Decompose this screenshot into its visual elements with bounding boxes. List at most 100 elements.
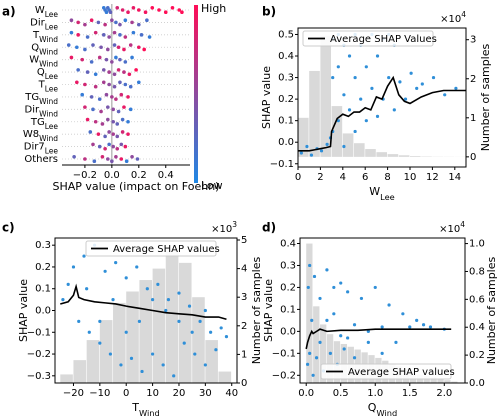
y2-tick-label: 0.2 [469, 350, 485, 361]
shap-dot [139, 33, 144, 37]
y-tick-label: 0.3 [278, 73, 294, 84]
scatter-point [346, 336, 350, 340]
histogram-bar [99, 320, 113, 383]
scatter-point [387, 303, 391, 307]
shap-dot [118, 80, 122, 85]
shap-dot [76, 20, 80, 25]
feature-label: TGLee [30, 117, 59, 131]
feature-label-part: TG [30, 117, 45, 128]
shap-dot [147, 35, 152, 39]
y2-tick-label: 3 [241, 292, 247, 303]
scatter-point [166, 298, 171, 302]
y2-tick-label: 2 [241, 321, 247, 332]
scatter-point [108, 352, 112, 356]
shap-dot [126, 95, 130, 99]
x-tick-label: 12 [426, 172, 439, 183]
histogram-bar [313, 306, 320, 383]
shap-dot [170, 6, 175, 10]
shap-dot [116, 45, 121, 50]
shap-dot [80, 92, 85, 97]
feature-label-part: Lee [45, 84, 59, 93]
x-tick-label: 0.0 [104, 170, 120, 181]
feature-label-part: Wind [39, 96, 58, 105]
histogram-bar [398, 155, 410, 157]
shap-dot [93, 72, 98, 77]
y-tick-label: −0.1 [27, 327, 51, 338]
shap-dot [91, 107, 95, 112]
feature-label-part: Dir7 [24, 142, 45, 153]
legend-label: Average SHAP values [348, 367, 455, 378]
feature-label-part: Q [37, 67, 45, 78]
scatter-point [375, 54, 380, 58]
feature-label-part: Lee [45, 10, 59, 19]
shap-dot [97, 144, 102, 149]
scatter-point [203, 363, 207, 367]
scatter-point [325, 268, 329, 272]
scatter-point [408, 325, 412, 329]
shap-dot [114, 155, 118, 159]
shap-dot [107, 82, 111, 87]
scatter-point [156, 282, 160, 286]
x-tick-label: −20 [63, 388, 84, 399]
y2-tick-label: 1 [241, 349, 247, 360]
histogram-bar [178, 262, 192, 383]
y2-tick-label: 0 [470, 152, 476, 163]
shap-dot [118, 57, 122, 62]
shap-dot [119, 142, 124, 147]
x-tick-label: 4 [340, 172, 346, 183]
shap-dot [124, 159, 129, 163]
shap-dot [137, 45, 141, 50]
shap-dot [126, 132, 130, 136]
feature-label: TWind [32, 30, 58, 44]
feature-label-part: Dir [30, 17, 45, 28]
shap-dot [112, 84, 117, 89]
x-tick-label: −0.2 [73, 170, 97, 181]
feature-label: QLee [37, 67, 59, 81]
shap-dot [128, 84, 133, 89]
y2-tick-label: 4 [241, 264, 247, 275]
y2-tick-label: 1 [470, 113, 476, 124]
scatter-point [299, 151, 303, 155]
histogram-bar [320, 35, 331, 157]
scatter-point [71, 265, 76, 269]
y-axis-label: SHAP value [262, 279, 275, 342]
scatter-point [331, 75, 335, 80]
scatter-point [309, 153, 314, 157]
x-tick-label: 10 [404, 172, 417, 183]
axis-multiplier-part: 3 [232, 220, 237, 229]
scatter-point [124, 276, 128, 280]
y2-tick-label: 0.4 [469, 322, 485, 333]
shap-dot [127, 72, 132, 77]
shap-dot [76, 33, 80, 37]
shap-dot [107, 70, 111, 74]
scatter-point [347, 108, 352, 112]
scatter-point [359, 296, 364, 301]
scatter-point [114, 261, 118, 265]
scatter-point [308, 351, 312, 355]
x-tick-label: 30 [199, 388, 212, 399]
feature-label: DirWind [25, 104, 59, 118]
histogram-bar [218, 371, 232, 383]
scatter-point [312, 274, 317, 279]
scatter-point [364, 65, 368, 69]
scatter-point [420, 82, 424, 86]
feature-label-part: Q [31, 42, 39, 53]
shap-dot [106, 105, 110, 109]
scatter-point [398, 80, 402, 84]
scatter-point [454, 86, 458, 90]
y2-tick-label: 5 [241, 235, 247, 246]
shap-dot [123, 144, 128, 149]
shap-dot [142, 47, 146, 52]
shap-dot [83, 82, 87, 87]
shap-dot [122, 70, 126, 74]
x-axis-label-part: Wind [376, 408, 397, 418]
shap-dot [118, 33, 122, 37]
y2-axis-label: Number of samples [485, 256, 498, 364]
y-tick-label: −0.1 [272, 348, 296, 359]
shap-dot [110, 18, 114, 23]
scatter-point [352, 356, 357, 360]
x-tick-label: 0 [123, 388, 129, 399]
shap-dot [157, 8, 161, 12]
feature-label: Dir7Lee [24, 142, 59, 156]
x-axis-label-part: Lee [380, 192, 395, 202]
